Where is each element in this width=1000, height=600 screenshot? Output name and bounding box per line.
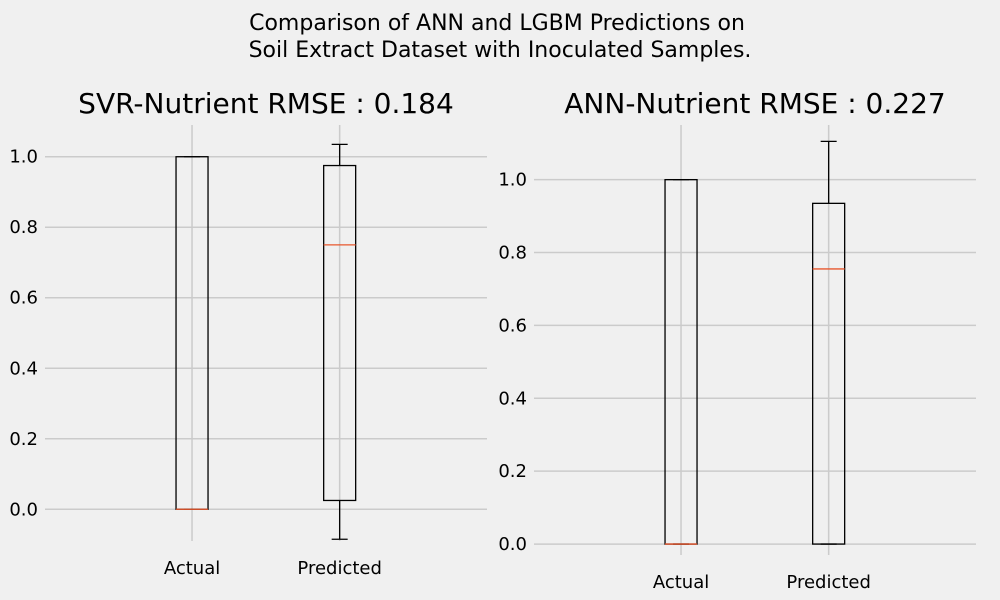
y-tick-label: 0.6 [498,315,527,336]
y-tick-label: 0.0 [498,534,527,555]
box-iqr [323,164,357,502]
y-tick-label: 0.4 [498,388,527,409]
y-tick-label: 0.2 [9,429,38,450]
y-tick-label: 0.2 [498,461,527,482]
chart-title: SVR-Nutrient RMSE : 0.184 [78,87,454,120]
x-tick-label: Actual [653,572,709,593]
y-tick-label: 0.4 [9,358,38,379]
box-actual [175,156,209,510]
subplot-svr-nutrient: SVR-Nutrient RMSE : 0.184 0.0 0.2 0.4 0.6 0.8… [9,87,487,579]
box-predicted [812,140,846,545]
figure-suptitle-line1: Comparison of ANN and LGBM Predictions o… [249,11,745,36]
y-tick-label: 0.8 [9,217,38,238]
box-iqr [812,202,846,545]
box-predicted [323,143,357,540]
y-tick-label: 1.0 [498,170,527,191]
y-tick-label: 1.0 [9,147,38,168]
chart-title: ANN-Nutrient RMSE : 0.227 [564,87,945,120]
y-tick-label: 0.0 [9,499,38,520]
y-tick-label: 0.6 [9,288,38,309]
y-tick-label: 0.8 [498,243,527,264]
x-tick-label: Predicted [297,558,382,579]
x-tick-label: Actual [164,558,220,579]
subplot-ann-nutrient: ANN-Nutrient RMSE : 0.227 0.0 0.2 0.4 0.6 0.8… [498,87,976,593]
x-tick-label: Predicted [786,572,871,593]
box-actual [664,179,698,545]
figure-suptitle-line2: Soil Extract Dataset with Inoculated Sam… [249,38,752,63]
